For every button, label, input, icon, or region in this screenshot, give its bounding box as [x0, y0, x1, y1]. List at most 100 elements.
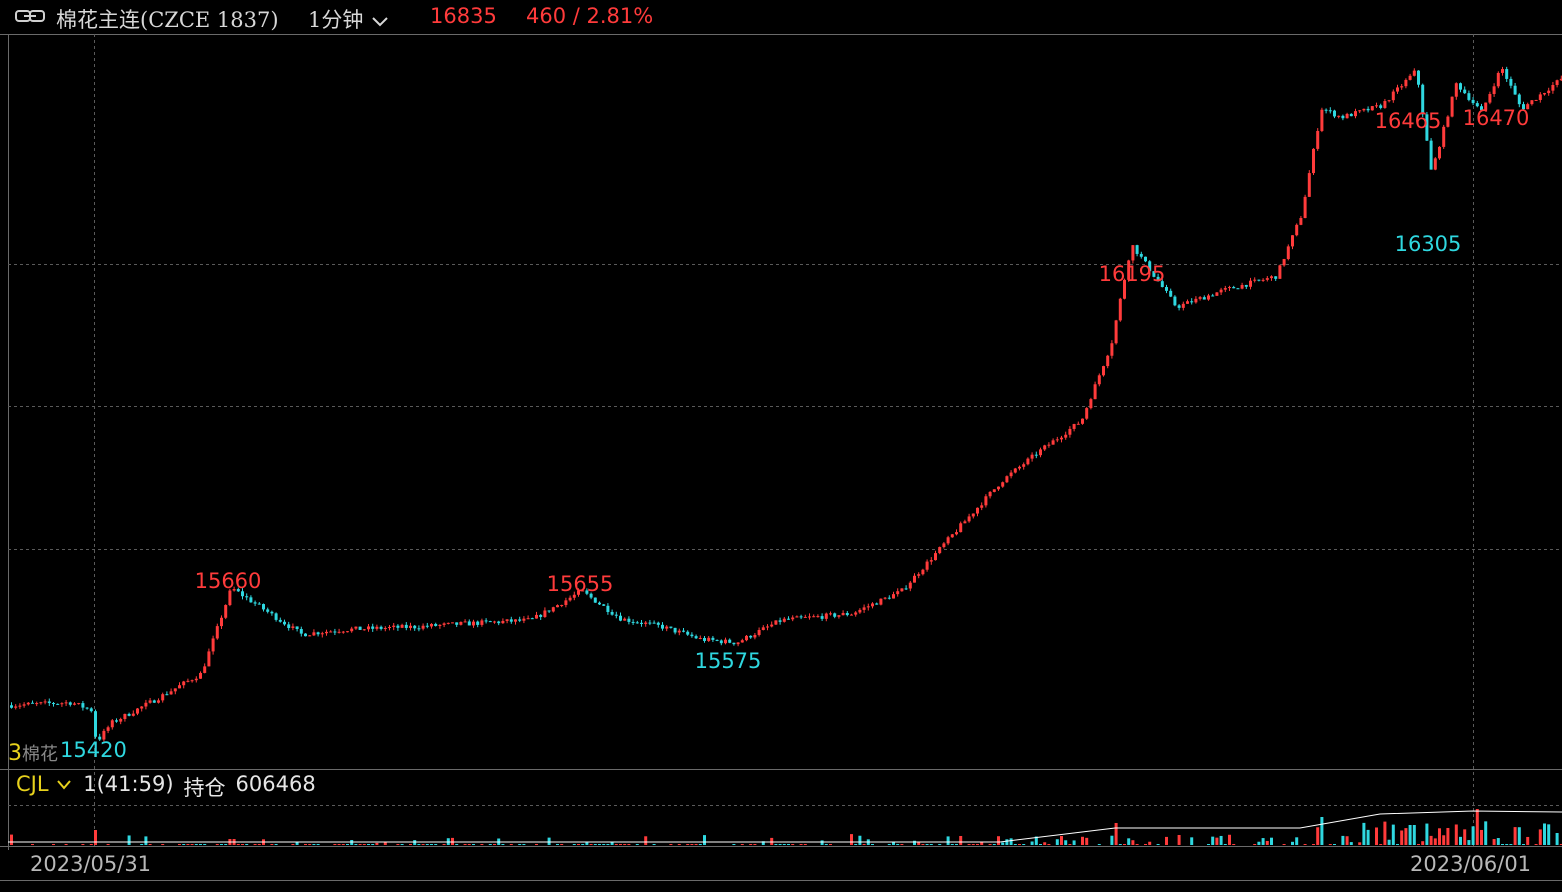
volume-bar [917, 841, 921, 845]
volume-bar [988, 844, 992, 845]
volume-ma-line [8, 810, 1562, 843]
candle-body [1429, 140, 1433, 170]
candle-body [1022, 464, 1026, 467]
indicator-selector[interactable]: CJL [16, 772, 73, 802]
candle-body [585, 590, 589, 594]
candle-body [232, 589, 236, 591]
annotation-high-16470: 16470 [1463, 106, 1530, 130]
candle-body [1341, 115, 1345, 119]
link-icon[interactable] [14, 8, 46, 24]
volume-bar [236, 844, 240, 845]
candle-body [169, 691, 173, 695]
volume-bar [1408, 825, 1412, 845]
candle-body [992, 489, 996, 492]
volume-bar [1064, 840, 1068, 845]
candle-body [421, 625, 425, 629]
candle-body [539, 614, 543, 617]
candle-body [1265, 278, 1269, 280]
candle-body [1169, 290, 1173, 297]
candle-body [1043, 445, 1047, 450]
candle-body [31, 702, 34, 704]
candle-body [787, 618, 790, 620]
candle-body [1240, 284, 1244, 289]
candle-body [236, 589, 240, 592]
candle-body [1131, 245, 1135, 261]
volume-bar [371, 844, 375, 845]
volume-bar [1127, 838, 1131, 845]
volume-bar [1068, 844, 1072, 845]
volume-bar [1228, 834, 1231, 845]
symbol-name[interactable]: 棉花主连(CZCE 1837) [56, 8, 279, 32]
date-label-end: 2023/06/01 [1410, 852, 1532, 876]
candle-body [1471, 99, 1475, 104]
volume-bar [896, 844, 900, 845]
volume-bar [1547, 824, 1551, 845]
period-selector[interactable]: 1分钟 [308, 4, 390, 34]
volume-bar [257, 844, 261, 845]
candle-body [1244, 284, 1248, 287]
candle-body [417, 628, 421, 630]
candle-body [1286, 246, 1290, 260]
volume-bar [1400, 830, 1404, 845]
candle-body [1505, 69, 1509, 79]
volume-bar [1123, 844, 1126, 845]
volume-bar [1463, 829, 1467, 845]
volume-bar [106, 844, 110, 845]
candle-body [757, 630, 761, 635]
volume-bar [472, 844, 475, 845]
volume-bar [1270, 837, 1273, 845]
candle-body [467, 621, 471, 626]
candle-body [971, 513, 975, 517]
volume-bar [598, 844, 601, 845]
candle-body [131, 713, 135, 716]
candle-body [669, 626, 673, 628]
candle-body [472, 621, 475, 626]
volume-bar [350, 840, 354, 845]
volume-bar [94, 830, 97, 845]
volume-bar [619, 844, 622, 845]
candle-body [1379, 105, 1383, 108]
candle-body [572, 594, 576, 598]
candle-body [619, 615, 622, 621]
volume-bar [316, 844, 320, 845]
candle-body [396, 625, 400, 628]
candle-body [1009, 472, 1013, 477]
candle-body [774, 620, 778, 625]
volume-bar [1505, 844, 1509, 845]
candle-body [753, 634, 757, 638]
volume-bar [1055, 839, 1059, 845]
candle-body [375, 626, 379, 629]
volume-bar [308, 844, 312, 845]
candle-body [43, 701, 47, 703]
volume-bar [1534, 844, 1538, 845]
volume-bar [1417, 844, 1420, 845]
volume-bar [871, 844, 874, 845]
candle-body [1018, 466, 1021, 469]
candle-body [455, 622, 459, 625]
volume-bar [1438, 828, 1441, 845]
volume-bar [1261, 838, 1265, 845]
candle-body [1337, 115, 1341, 117]
candle-body [304, 633, 307, 637]
candle-body [900, 588, 904, 592]
candle-body [1215, 292, 1219, 296]
candle-body [1144, 256, 1147, 262]
volume-bar [1543, 823, 1546, 845]
volume-bar [1492, 839, 1496, 845]
volume-bar [337, 844, 341, 845]
volume-bar [694, 844, 698, 845]
candle-body [1106, 355, 1110, 367]
candle-body [1324, 109, 1328, 111]
candle-body [1270, 276, 1273, 279]
candle-body [988, 491, 992, 497]
volume-bar [732, 844, 736, 845]
volume-bar [1148, 841, 1152, 845]
candle-body [1085, 408, 1089, 419]
candle-body [85, 707, 89, 709]
volume-bar [81, 844, 85, 845]
volume-bar [1047, 844, 1051, 845]
volume-bar [1039, 844, 1042, 845]
volume-bar [199, 844, 202, 845]
annotation-high-15655: 15655 [547, 572, 614, 596]
